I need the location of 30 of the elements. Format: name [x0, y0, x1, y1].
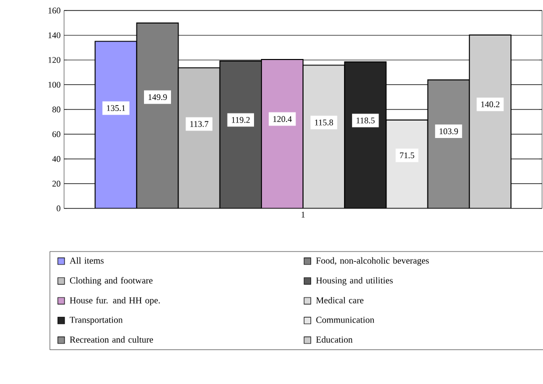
data-label: 118.5 — [356, 117, 375, 124]
legend-label: Communication — [316, 316, 374, 323]
data-label: 140.2 — [481, 101, 500, 108]
y-tick-label: 80 — [52, 106, 60, 112]
data-label: 119.2 — [232, 116, 250, 123]
data-label: 71.5 — [400, 152, 414, 158]
legend-label: Medical care — [316, 296, 364, 304]
x-tick-label: 1 — [302, 212, 305, 218]
legend-label: Housing and utilities — [316, 276, 393, 286]
data-label: 135.1 — [106, 105, 126, 111]
y-tick-label: 100 — [48, 82, 60, 88]
legend-label: Transportation — [70, 316, 123, 325]
y-tick-label: 120 — [48, 56, 60, 63]
legend-label: All items — [70, 257, 104, 264]
data-label: 120.4 — [273, 116, 292, 122]
legend-label: Food, non-alcoholic beverages — [316, 257, 429, 266]
data-label: 149.9 — [148, 94, 167, 100]
legend-label: House fur. and HH ope. — [70, 296, 160, 306]
legend-label: Clothing and footware — [70, 276, 153, 286]
y-tick-label: 0 — [56, 205, 60, 212]
y-tick-label: 20 — [52, 180, 60, 186]
y-tick-label: 40 — [52, 156, 60, 162]
legend-label: Education — [316, 336, 353, 343]
y-tick-label: 160 — [48, 7, 60, 14]
legend-label: Recreation and culture — [70, 336, 154, 343]
data-label: 103.9 — [440, 128, 458, 134]
data-label: 113.7 — [190, 120, 208, 127]
data-label: 115.8 — [315, 119, 334, 126]
y-tick-label: 60 — [52, 131, 60, 137]
y-tick-label: 140 — [48, 32, 60, 38]
